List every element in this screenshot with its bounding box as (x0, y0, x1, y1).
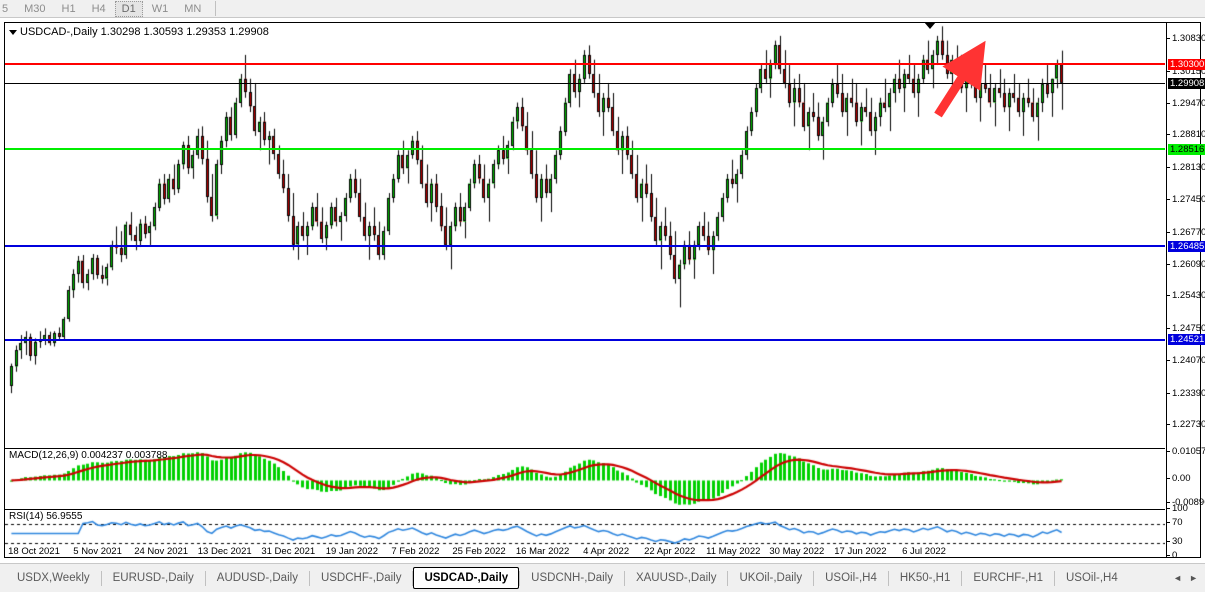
macd-canvas (5, 449, 1165, 508)
price-tick: 1.30150 (1167, 66, 1205, 77)
price-tick: 1.28810 (1167, 130, 1205, 140)
rsi-canvas (5, 510, 1165, 557)
date-label: 19 Jan 2022 (325, 546, 378, 557)
price-tick: 1.24750 (1167, 323, 1205, 334)
candlestick-canvas[interactable] (5, 23, 1165, 447)
chart-tab-eurusd-daily[interactable]: EURUSD-,Daily (112, 572, 194, 584)
chart-tab-audusd-daily[interactable]: AUDUSD-,Daily (216, 572, 298, 584)
date-label: 18 Oct 2021 (8, 546, 60, 557)
chart-tab-xauusd-daily[interactable]: XAUUSD-,Daily (635, 572, 717, 584)
chart-symbol-header: USDCAD-,Daily 1.30298 1.30593 1.29353 1.… (9, 26, 269, 38)
macd-tick: -0.00896 (1167, 497, 1205, 508)
chart-position-marker (924, 22, 936, 29)
timeframe-d1[interactable]: D1 (114, 0, 143, 17)
date-label: 5 Nov 2021 (73, 546, 122, 557)
tab-divider (412, 570, 414, 586)
macd-pane[interactable]: MACD(12,26,9) 0.004237 0.003788 (5, 448, 1165, 508)
price-tick: 1.26090 (1167, 260, 1205, 270)
level-line-support[interactable] (5, 148, 1165, 151)
tab-divider (100, 570, 102, 586)
tab-divider (887, 570, 889, 586)
chart-tab-usdcnh-daily[interactable]: USDCNH-,Daily (531, 572, 613, 584)
price-axis[interactable]: 1.30830 1.30150 1.29470 1.28810 1.28130 1.274… (1166, 23, 1205, 561)
date-label: 16 Mar 2022 (515, 546, 570, 557)
price-tick: 1.24070 (1167, 356, 1205, 366)
rsi-pane[interactable]: RSI(14) 56.9555 (5, 509, 1165, 557)
price-tick: 1.30830 (1167, 34, 1205, 44)
macd-tick: 0.00 (1167, 474, 1191, 484)
chart-tab-usdx-weekly[interactable]: USDX,Weekly (17, 572, 90, 584)
tab-scroll-left-icon[interactable]: ◄ (1173, 573, 1183, 583)
rsi-header: RSI(14) 56.9555 (9, 511, 83, 522)
chart-tab-usoil-h4[interactable]: USOil-,H4 (825, 572, 877, 584)
timeframe-toolbar: 5 M30 H1 H4 D1 W1 MN (0, 0, 1205, 18)
chart-tab-ukoil-daily[interactable]: UKOil-,Daily (739, 572, 803, 584)
price-pane[interactable]: USDCAD-,Daily 1.30298 1.30593 1.29353 1.… (5, 23, 1165, 447)
price-tick: 1.26770 (1167, 227, 1205, 238)
caret-down-icon[interactable] (9, 29, 17, 35)
timeframe-h1[interactable]: H1 (61, 2, 76, 15)
tab-scroll-controls[interactable]: ◄ ► (1173, 573, 1205, 583)
toolbar-divider (215, 1, 217, 16)
chart-tab-eurchf-h1[interactable]: EURCHF-,H1 (973, 572, 1043, 584)
rsi-tick: 70 (1167, 518, 1183, 528)
level-line-level-lower[interactable] (5, 338, 1165, 341)
price-tag-current[interactable]: 1.29908 (1168, 77, 1205, 89)
price-tick: 1.23390 (1167, 388, 1205, 399)
price-tick: 1.25430 (1167, 291, 1205, 301)
tab-divider (961, 570, 963, 586)
timeframe-h4[interactable]: H4 (91, 2, 106, 15)
chart-frame[interactable]: USDCAD-,Daily 1.30298 1.30593 1.29353 1.… (4, 22, 1205, 561)
rsi-tick: 0 (1167, 551, 1177, 561)
level-line-level-upper[interactable] (5, 245, 1165, 248)
date-label: 24 Nov 2021 (134, 546, 189, 557)
chart-tab-usoil-h4[interactable]: USOil-,H4 (1066, 572, 1118, 584)
tab-divider (204, 570, 206, 586)
tab-divider (1054, 570, 1055, 586)
chart-tab-hk50-h1[interactable]: HK50-,H1 (899, 572, 951, 584)
price-tag-support[interactable]: 1.28516 (1168, 143, 1205, 155)
rsi-tick: 30 (1167, 536, 1183, 547)
date-label: 11 May 2022 (706, 546, 761, 557)
date-label: 31 Dec 2021 (261, 546, 316, 557)
chart-symbol-text: USDCAD-,Daily 1.30298 1.30593 1.29353 1.… (20, 26, 269, 38)
price-tick: 1.29470 (1167, 98, 1205, 109)
macd-header: MACD(12,26,9) 0.004237 0.003788 (9, 450, 168, 461)
macd-tick: 0.010578 (1167, 446, 1205, 457)
date-label: 17 Jun 2022 (834, 546, 887, 557)
date-axis: 18 Oct 2021 5 Nov 2021 24 Nov 2021 13 Dec 2… (4, 546, 1164, 560)
timeframe-5[interactable]: 5 (2, 2, 9, 15)
price-tick: 1.28130 (1167, 162, 1205, 173)
tab-divider (727, 570, 729, 586)
date-label: 22 Apr 2022 (644, 546, 696, 557)
date-label: 30 May 2022 (769, 546, 825, 557)
price-tag-resistance[interactable]: 1.30300 (1168, 58, 1205, 70)
date-label: 13 Dec 2021 (197, 546, 252, 557)
tab-divider (623, 570, 625, 586)
tab-scroll-right-icon[interactable]: ► (1189, 573, 1198, 583)
date-label: 25 Feb 2022 (452, 546, 506, 557)
timeframe-m30[interactable]: M30 (24, 2, 46, 15)
tab-divider (519, 570, 521, 586)
chart-tab-usdcad-daily[interactable]: USDCAD-,Daily (413, 567, 520, 589)
price-tag-level-upper[interactable]: 1.26485 (1168, 240, 1205, 252)
price-tick: 1.22730 (1167, 420, 1205, 430)
price-tick: 1.27450 (1167, 195, 1205, 205)
timeframe-mn[interactable]: MN (184, 2, 202, 15)
timeframe-w1[interactable]: W1 (151, 2, 169, 15)
level-line-resistance[interactable] (5, 63, 1165, 66)
chart-tab-bar[interactable]: USDX,Weekly EURUSD-,Daily AUDUSD-,Daily USD… (0, 563, 1205, 592)
rsi-tick: 100 (1167, 504, 1188, 514)
date-label: 6 Jul 2022 (902, 546, 946, 557)
tab-divider (308, 570, 310, 586)
date-label: 4 Apr 2022 (583, 546, 630, 557)
price-tag-level-lower[interactable]: 1.24521 (1168, 334, 1205, 346)
tab-divider (813, 570, 815, 586)
date-label: 7 Feb 2022 (391, 546, 440, 557)
level-line-current-price[interactable] (5, 83, 1165, 85)
chart-tab-usdchf-daily[interactable]: USDCHF-,Daily (320, 572, 402, 584)
